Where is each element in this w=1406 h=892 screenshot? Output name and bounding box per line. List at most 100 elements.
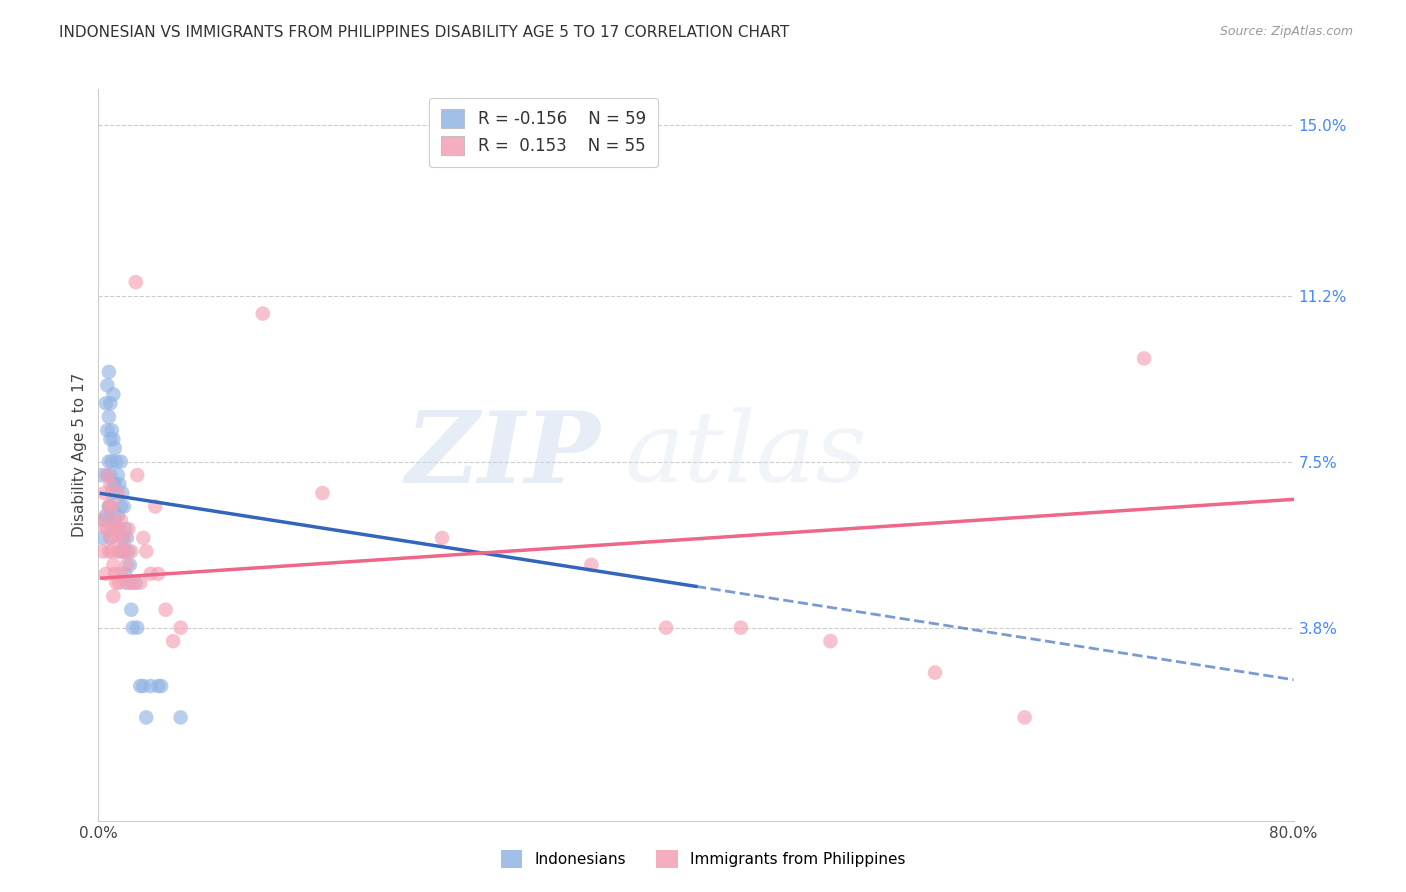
Point [103, 513, 125, 527]
Point [127, 621, 149, 635]
Point [94, 566, 117, 581]
Point [94, 396, 117, 410]
Point [103, 558, 125, 572]
Point [96, 468, 118, 483]
Point [139, 566, 162, 581]
Point [111, 486, 134, 500]
Text: ZIP: ZIP [405, 407, 600, 503]
Point [105, 486, 128, 500]
Y-axis label: Disability Age 5 to 17: Disability Age 5 to 17 [72, 373, 87, 537]
Point [98, 468, 122, 483]
Point [581, 558, 603, 572]
Point [1133, 351, 1156, 366]
Point [135, 710, 157, 724]
Point [105, 522, 128, 536]
Point [129, 575, 152, 590]
Text: Source: ZipAtlas.com: Source: ZipAtlas.com [1219, 25, 1353, 38]
Point [820, 634, 842, 648]
Point [155, 603, 177, 617]
Point [108, 522, 131, 536]
Point [148, 679, 170, 693]
Point [98, 396, 122, 410]
Point [169, 710, 191, 724]
Point [98, 500, 122, 514]
Point [132, 531, 155, 545]
Point [97, 365, 120, 379]
Point [139, 679, 162, 693]
Point [112, 531, 135, 545]
Point [93, 486, 115, 500]
Point [118, 575, 141, 590]
Point [97, 500, 120, 514]
Point [90, 468, 112, 483]
Point [120, 603, 142, 617]
Point [108, 522, 131, 536]
Point [169, 621, 191, 635]
Point [105, 575, 128, 590]
Point [114, 544, 136, 558]
Point [101, 544, 124, 558]
Point [104, 566, 127, 581]
Point [110, 544, 132, 558]
Point [117, 522, 139, 536]
Point [90, 513, 112, 527]
Point [108, 575, 131, 590]
Point [94, 508, 117, 523]
Point [115, 558, 138, 572]
Point [97, 409, 120, 424]
Point [115, 531, 138, 545]
Point [107, 468, 129, 483]
Point [105, 455, 128, 469]
Point [111, 531, 134, 545]
Point [430, 531, 453, 545]
Point [93, 513, 115, 527]
Point [107, 544, 129, 558]
Point [127, 468, 149, 483]
Point [115, 575, 138, 590]
Point [104, 477, 127, 491]
Point [110, 513, 132, 527]
Point [104, 513, 127, 527]
Point [98, 477, 122, 491]
Point [110, 455, 132, 469]
Point [98, 432, 122, 446]
Point [91, 544, 114, 558]
Point [110, 500, 132, 514]
Text: INDONESIAN VS IMMIGRANTS FROM PHILIPPINES DISABILITY AGE 5 TO 17 CORRELATION CHA: INDONESIAN VS IMMIGRANTS FROM PHILIPPINE… [59, 25, 789, 40]
Point [162, 634, 184, 648]
Point [114, 566, 136, 581]
Point [121, 575, 143, 590]
Point [98, 531, 122, 545]
Point [924, 665, 946, 680]
Point [96, 468, 118, 483]
Point [655, 621, 678, 635]
Point [121, 621, 143, 635]
Point [135, 544, 157, 558]
Point [112, 500, 135, 514]
Point [97, 500, 120, 514]
Point [103, 513, 125, 527]
Point [118, 558, 141, 572]
Point [98, 531, 122, 545]
Point [311, 486, 333, 500]
Point [101, 455, 124, 469]
Point [117, 544, 139, 558]
Point [91, 531, 114, 545]
Point [103, 432, 125, 446]
Point [101, 522, 124, 536]
Point [105, 531, 128, 545]
Point [125, 575, 148, 590]
Point [120, 544, 142, 558]
Legend: Indonesians, Immigrants from Philippines: Indonesians, Immigrants from Philippines [495, 844, 911, 873]
Point [110, 566, 132, 581]
Point [101, 486, 124, 500]
Point [114, 522, 136, 536]
Point [101, 500, 124, 514]
Point [103, 477, 125, 491]
Point [103, 387, 125, 401]
Point [104, 522, 127, 536]
Point [730, 621, 752, 635]
Legend: R = -0.156    N = 59, R =  0.153    N = 55: R = -0.156 N = 59, R = 0.153 N = 55 [429, 97, 658, 167]
Point [96, 522, 118, 536]
Point [104, 441, 127, 455]
